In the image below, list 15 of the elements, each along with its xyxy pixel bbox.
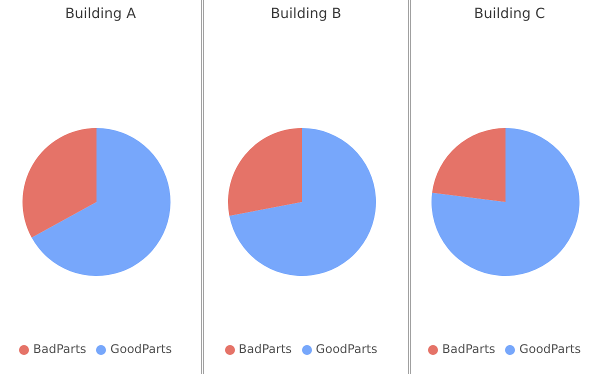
pie-slice bbox=[432, 128, 506, 202]
chart-title: Building B bbox=[270, 6, 342, 22]
pie-slice bbox=[228, 128, 302, 216]
pie-slice bbox=[432, 128, 580, 276]
legend-label: GoodParts bbox=[316, 342, 378, 356]
pie-slice bbox=[32, 128, 170, 276]
legend-label: BadParts bbox=[442, 342, 496, 356]
legend-label: BadParts bbox=[33, 342, 86, 356]
chart-title: Building A bbox=[64, 6, 137, 22]
legend-label: GoodParts bbox=[519, 342, 581, 356]
chart-title: Building C bbox=[472, 6, 546, 22]
legend-label: BadParts bbox=[238, 342, 292, 356]
legend-label: GoodParts bbox=[110, 342, 172, 356]
pie-slice bbox=[22, 128, 96, 238]
pie-slice bbox=[229, 128, 376, 276]
